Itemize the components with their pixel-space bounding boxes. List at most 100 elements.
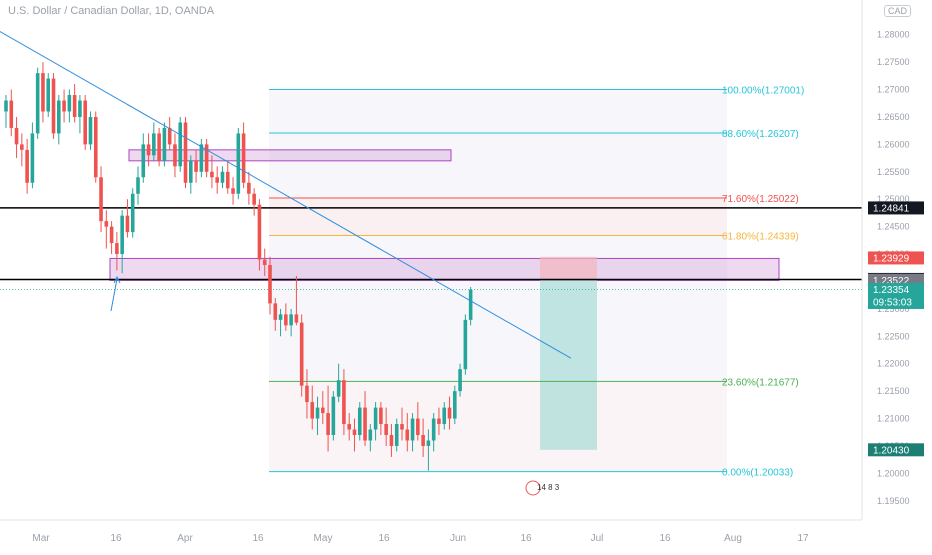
candle-body	[231, 188, 235, 194]
candle-body	[162, 127, 167, 161]
fib-label: 23.60%(1.21677)	[722, 377, 799, 388]
candle-body	[125, 215, 130, 233]
candle-body	[236, 133, 241, 194]
candle	[278, 308, 283, 337]
candle-body	[294, 314, 299, 323]
candle-body	[241, 133, 246, 183]
candle-body	[278, 314, 283, 320]
y-tick-label: 1.19500	[877, 496, 910, 506]
candle	[46, 73, 51, 117]
candle	[458, 363, 462, 397]
resistance-zone	[128, 149, 452, 162]
x-tick-label: 17	[797, 533, 809, 544]
candle-body	[336, 380, 341, 397]
candle	[62, 89, 66, 123]
candle-body	[352, 429, 357, 436]
candle-body	[41, 73, 45, 112]
candle	[189, 155, 193, 194]
candle-body	[210, 171, 214, 178]
candle	[99, 166, 103, 233]
x-tick-label: 16	[520, 533, 532, 544]
candle-body	[315, 407, 320, 419]
candle	[93, 111, 98, 183]
calendar-badge-icon	[525, 480, 541, 496]
candle	[57, 95, 61, 145]
candle-body	[442, 407, 447, 425]
candle	[157, 127, 161, 167]
candle-body	[78, 100, 82, 117]
candle	[130, 188, 135, 238]
candle-body	[67, 95, 72, 112]
calendar-badge: 14 8 3	[537, 483, 560, 492]
candle	[136, 166, 140, 205]
candle	[352, 418, 357, 452]
demand-zone	[109, 257, 780, 281]
candle-body	[373, 407, 378, 430]
candle	[83, 95, 87, 150]
fib-label: 61.80%(1.24339)	[722, 231, 799, 242]
y-tick-label: 1.22500	[877, 331, 910, 341]
candle-body	[468, 289, 473, 320]
candle-body	[62, 100, 66, 112]
candle-body	[262, 259, 267, 266]
position-target-zone	[540, 280, 597, 450]
candle-body	[299, 322, 304, 386]
candle	[442, 402, 447, 430]
candle-body	[152, 133, 156, 156]
candle-body	[194, 160, 198, 172]
candle	[104, 210, 109, 249]
candle-body	[289, 314, 293, 326]
price-countdown: 09:53:03	[873, 297, 912, 308]
candle	[405, 413, 410, 452]
fib-label: 88.60%(1.26207)	[722, 129, 799, 140]
candle	[326, 385, 330, 452]
candle	[268, 256, 272, 315]
candle-body	[146, 144, 151, 156]
candle	[468, 286, 473, 326]
candle	[416, 402, 420, 441]
candle	[231, 177, 235, 205]
y-tick-label: 1.28000	[877, 30, 910, 40]
symbol-title: U.S. Dollar / Canadian Dollar, 1D, OANDA	[8, 5, 215, 17]
candle	[120, 210, 124, 274]
fib-label: 71.60%(1.25022)	[722, 194, 799, 205]
candle-body	[394, 424, 399, 446]
currency-badge[interactable]: CAD	[884, 5, 912, 17]
candle	[262, 248, 267, 276]
candle-body	[183, 122, 188, 183]
candle	[4, 95, 8, 128]
candle-body	[458, 369, 462, 392]
candle	[453, 385, 457, 425]
trendline	[0, 31, 572, 359]
candle-body	[453, 391, 457, 419]
candle-body	[57, 100, 61, 134]
y-tick-label: 1.25500	[877, 167, 910, 177]
candle-body	[104, 221, 109, 227]
candle-body	[35, 73, 40, 134]
candle	[236, 127, 241, 200]
price-label: 1.23354	[873, 285, 910, 296]
candle-body	[342, 380, 346, 425]
candle-body	[9, 100, 14, 128]
candle-body	[426, 440, 431, 446]
candle-body	[400, 424, 404, 430]
candle-body	[357, 407, 362, 436]
candle-body	[215, 177, 219, 183]
candle	[183, 116, 188, 189]
y-tick-label: 1.25000	[877, 194, 910, 204]
candle	[72, 84, 77, 123]
candle	[431, 413, 436, 452]
position-stop-zone	[540, 256, 597, 281]
x-tick-label: 16	[659, 533, 671, 544]
x-tick-label: Jul	[591, 533, 604, 544]
candle	[299, 314, 304, 397]
candle-body	[405, 429, 410, 441]
x-tick-label: 16	[110, 533, 122, 544]
candle-body	[157, 133, 161, 161]
price-label: 1.23929	[873, 253, 910, 264]
candle	[204, 138, 209, 178]
candle-body	[173, 144, 177, 167]
candle	[41, 62, 45, 123]
